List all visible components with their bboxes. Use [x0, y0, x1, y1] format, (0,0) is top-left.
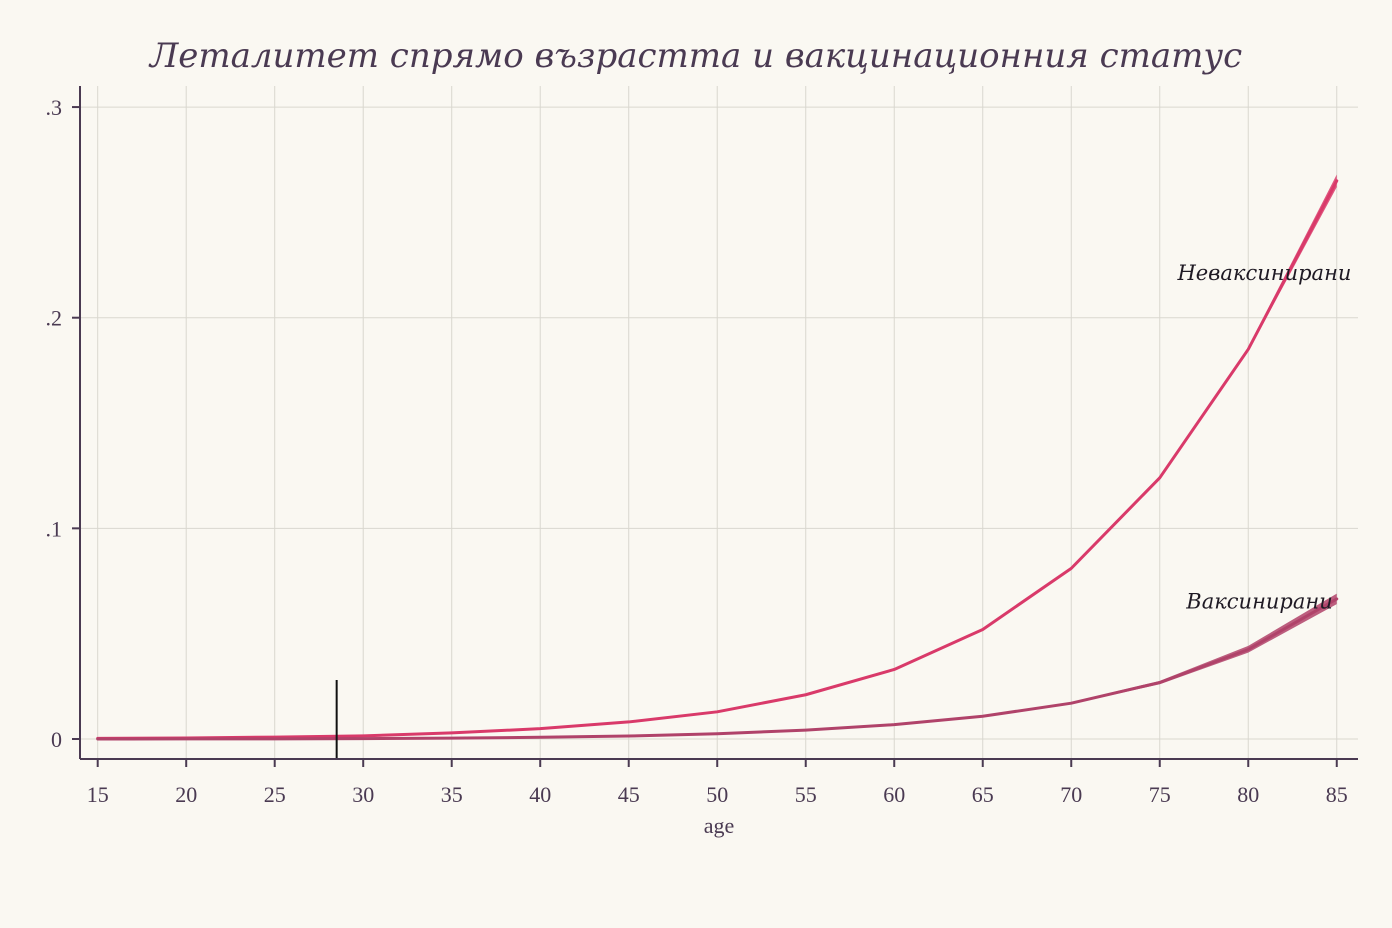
x-tick-label: 60: [883, 782, 905, 807]
x-tick-label: 45: [618, 782, 640, 807]
tick-labels: 15 20 25 30 35 40 45 50 55 60 65 70 75 80 85 0 .1 .2 .3: [46, 95, 1348, 807]
x-tick-label: 55: [795, 782, 817, 807]
x-tick-label: 80: [1237, 782, 1259, 807]
x-tick-label: 40: [529, 782, 551, 807]
series-label-0: Неваксинирани: [1176, 261, 1351, 285]
x-tick-label: 65: [972, 782, 994, 807]
x-tick-label: 85: [1326, 782, 1348, 807]
x-tick-label: 25: [264, 782, 286, 807]
series-label-1: Ваксинирани: [1185, 589, 1332, 613]
x-tick-label: 35: [441, 782, 463, 807]
y-tick-label: .3: [46, 95, 63, 120]
x-tick-label: 30: [352, 782, 374, 807]
x-axis-label: age: [704, 813, 735, 838]
series-line-1: [96, 597, 1339, 741]
axes: [72, 86, 1358, 767]
y-tick-label: .2: [46, 306, 63, 331]
x-tick-label: 75: [1149, 782, 1171, 807]
series-labels: Неваксинирани Ваксинирани: [1176, 261, 1351, 614]
grid: [80, 86, 1358, 759]
series-lines: [96, 179, 1339, 741]
x-tick-label: 70: [1060, 782, 1082, 807]
y-tick-label: .1: [46, 516, 63, 541]
x-tick-label: 15: [87, 782, 109, 807]
series-line-0: [96, 179, 1339, 740]
x-tick-label: 20: [175, 782, 197, 807]
x-tick-label: 50: [706, 782, 728, 807]
chart-title: Леталитет спрямо възрастта и вакцинацион…: [148, 36, 1242, 76]
y-tick-label: 0: [51, 727, 62, 752]
